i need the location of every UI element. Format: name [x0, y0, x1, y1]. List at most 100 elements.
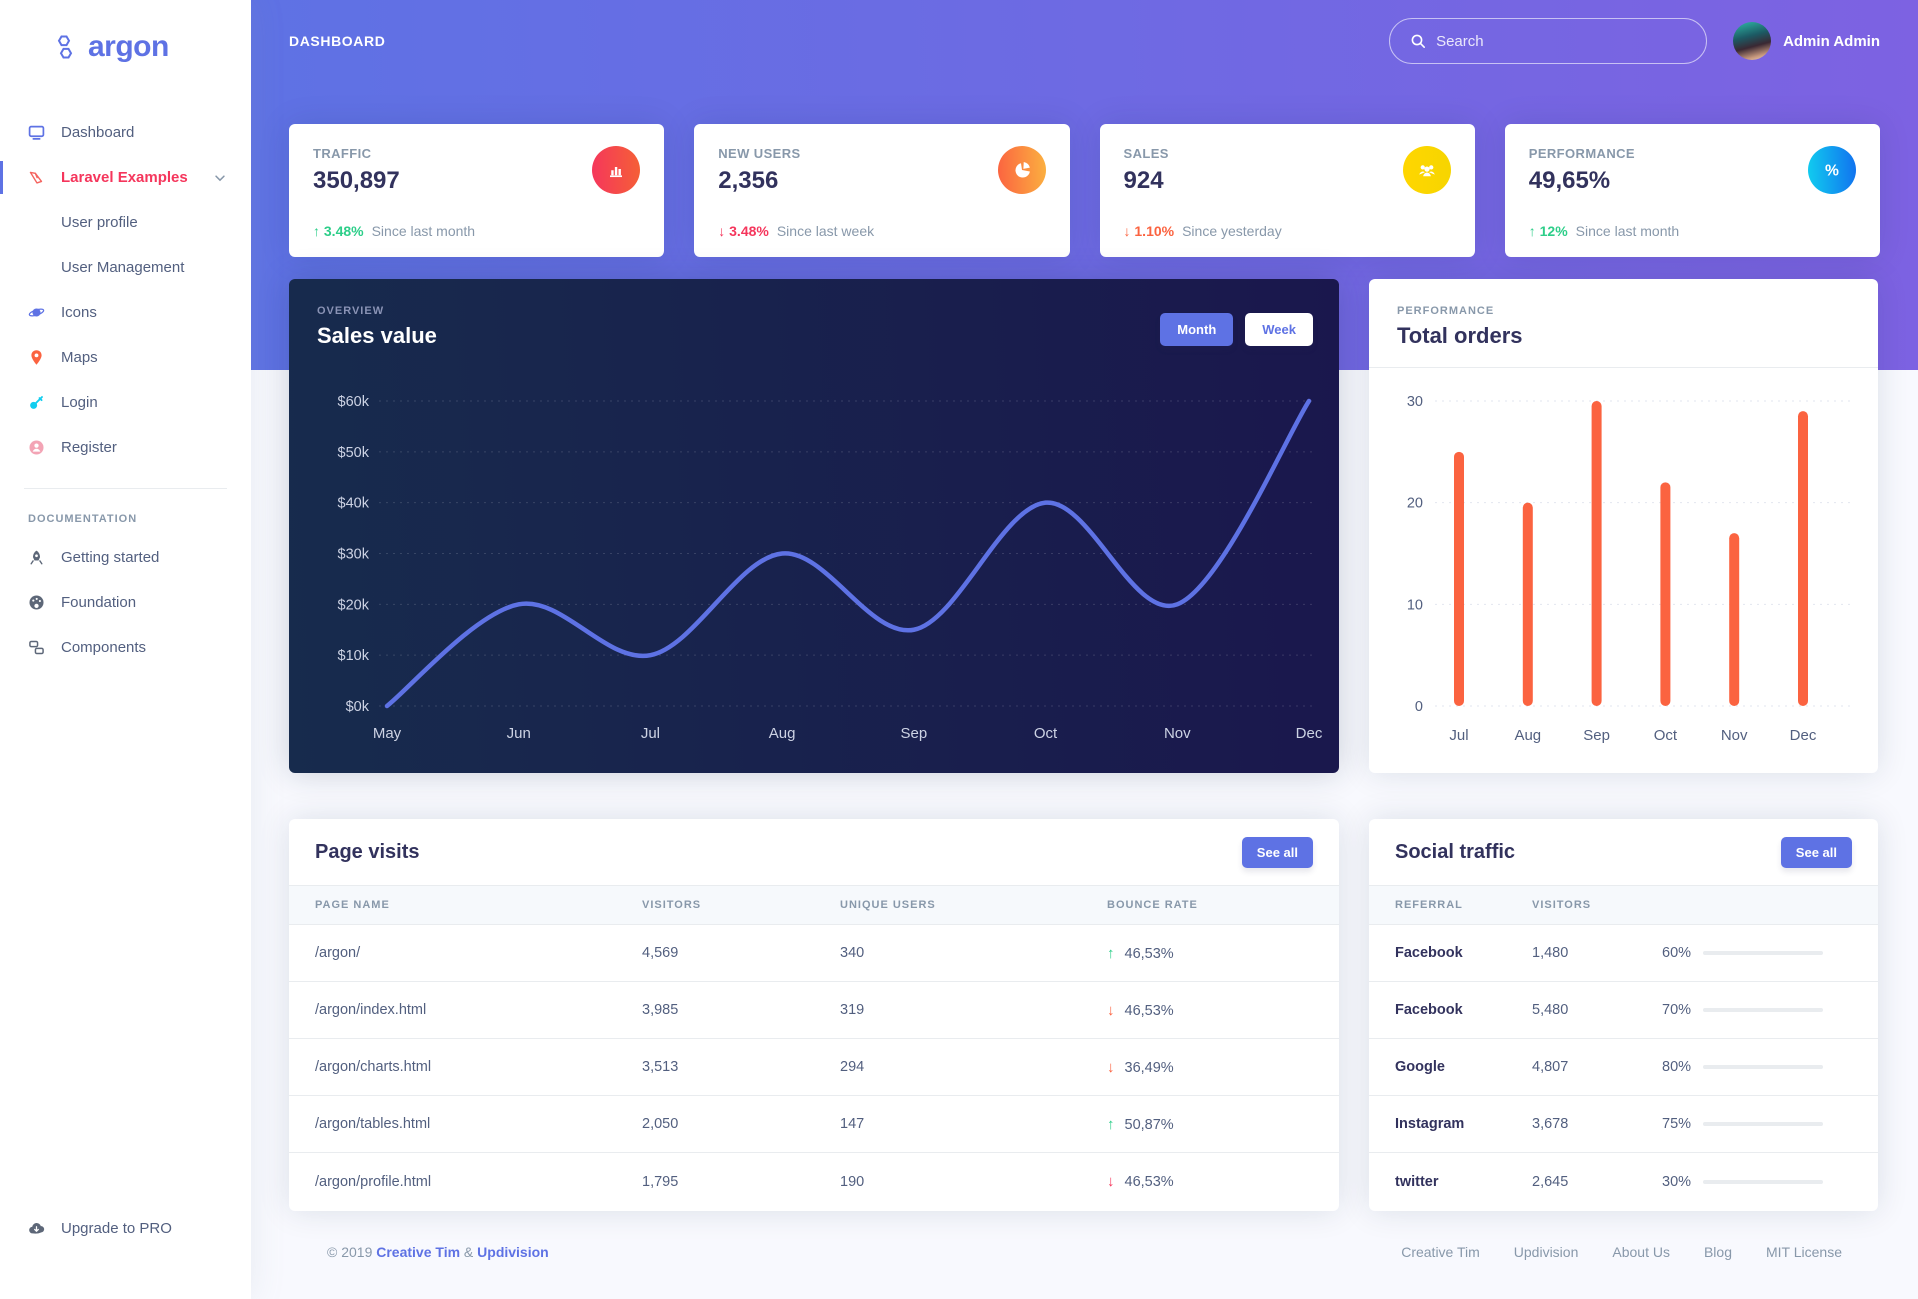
- stat-card-title: TRAFFIC: [313, 146, 372, 161]
- sidebar-item-maps[interactable]: Maps: [0, 335, 251, 380]
- footer-link-creative-tim[interactable]: Creative Tim: [1401, 1244, 1480, 1260]
- svg-text:$0k: $0k: [346, 699, 370, 715]
- referral-cell: twitter: [1395, 1173, 1439, 1190]
- table-row[interactable]: /argon/charts.html 3,513 294 ↓ 36,49%: [289, 1039, 1339, 1096]
- visitors-cell: 2,645: [1532, 1173, 1569, 1190]
- svg-text:Aug: Aug: [769, 725, 796, 742]
- bounce-rate-cell: ↓ 46,53%: [1107, 1002, 1313, 1019]
- components-icon: [28, 639, 45, 656]
- sidebar-item-upgrade-to-pro[interactable]: Upgrade to PRO: [0, 1206, 251, 1251]
- sidebar-item-login[interactable]: Login: [0, 380, 251, 425]
- footer-creative-tim-link[interactable]: Creative Tim: [376, 1244, 461, 1260]
- page-name-cell: /argon/charts.html: [315, 1059, 432, 1075]
- svg-text:$10k: $10k: [338, 648, 370, 664]
- stat-card-note: Since yesterday: [1182, 223, 1282, 239]
- svg-text:10: 10: [1407, 597, 1423, 613]
- search-input[interactable]: [1436, 32, 1687, 50]
- sales-value-card: OVERVIEW Sales value Month Week $0k $10k $…: [289, 279, 1339, 773]
- week-button[interactable]: Week: [1245, 313, 1313, 346]
- completion-cell: 80%: [1662, 1059, 1852, 1075]
- stat-card-note: Since last month: [1575, 223, 1680, 239]
- users-icon: [1402, 146, 1451, 194]
- topbar-right: Admin Admin: [1389, 18, 1880, 64]
- stat-card-title: NEW USERS: [718, 146, 801, 161]
- social-traffic-see-all-button[interactable]: See all: [1780, 836, 1852, 868]
- month-button[interactable]: Month: [1160, 313, 1234, 346]
- stat-card-value: 350,897: [313, 167, 400, 194]
- svg-text:Dec: Dec: [1790, 727, 1817, 744]
- table-row[interactable]: /argon/4,569 340 ↑ 46,53%: [289, 925, 1339, 982]
- topbar: DASHBOARD Admin Admin: [289, 0, 1880, 82]
- footer-link-about-us[interactable]: About Us: [1612, 1244, 1670, 1260]
- table-row[interactable]: /argon/profile.html 1,795 190 ↓ 46,53%: [289, 1153, 1339, 1210]
- sales-value-eyebrow: OVERVIEW: [317, 305, 385, 317]
- sidebar-item-user-profile[interactable]: User profile: [0, 200, 251, 245]
- svg-text:$20k: $20k: [338, 597, 370, 613]
- sidebar-item-laravel-examples[interactable]: Laravel Examples: [0, 155, 251, 200]
- svg-text:Oct: Oct: [1654, 727, 1678, 744]
- stat-card-performance: PERFORMANCE 49,65%% ↑ 12% Since last month: [1504, 124, 1880, 257]
- stat-card-delta: ↓ 1.10% Since yesterday: [1124, 223, 1282, 239]
- bounce-rate-cell: ↓ 46,53%: [1107, 1173, 1313, 1190]
- svg-text:Aug: Aug: [1514, 727, 1541, 744]
- stat-card-delta: ↓ 3.48% Since last week: [718, 223, 874, 239]
- table-row[interactable]: Google 4,807 80%: [1369, 1039, 1878, 1096]
- table-row[interactable]: twitter 2,645 30%: [1369, 1153, 1878, 1210]
- stat-card-note: Since last week: [776, 223, 875, 239]
- page-visits-card: Page visits See all PAGE NAME VISITORS U…: [289, 819, 1339, 1211]
- arrow-up-icon: ↑: [1107, 944, 1115, 962]
- table-row[interactable]: Facebook 1,480 60%: [1369, 925, 1878, 982]
- visitors-cell: 5,480: [1532, 1002, 1569, 1018]
- sidebar-item-user-management[interactable]: User Management: [0, 245, 251, 290]
- svg-text:Jun: Jun: [507, 725, 531, 742]
- table-row[interactable]: Facebook 5,480 70%: [1369, 982, 1878, 1039]
- sidebar-item-label: User profile: [61, 214, 138, 231]
- arrow-down-icon: ↓: [1107, 1001, 1115, 1019]
- sidebar-item-register[interactable]: Register: [0, 425, 251, 470]
- bounce-rate-value: 46,53%: [1124, 1174, 1174, 1190]
- bounce-rate-cell: ↑ 50,87%: [1107, 1116, 1313, 1133]
- column-header: PAGE NAME: [315, 899, 390, 911]
- social-traffic-columns: REFERRAL VISITORS: [1369, 885, 1878, 925]
- referral-cell: Facebook: [1395, 1002, 1463, 1018]
- unique-users-cell: 294: [840, 1059, 865, 1075]
- column-header: VISITORS: [642, 899, 702, 911]
- sidebar-item-label: Register: [61, 439, 117, 456]
- brand-logo[interactable]: argon: [0, 22, 251, 82]
- chevron-down-icon: [213, 171, 227, 185]
- rocket-icon: [28, 549, 45, 566]
- sidebar-item-dashboard[interactable]: Dashboard: [0, 110, 251, 155]
- user-name: Admin Admin: [1783, 32, 1880, 50]
- column-header: UNIQUE USERS: [840, 899, 936, 911]
- table-row[interactable]: Instagram 3,678 75%: [1369, 1096, 1878, 1153]
- visitors-cell: 2,050: [642, 1116, 679, 1132]
- tables-row: Page visits See all PAGE NAME VISITORS U…: [289, 819, 1880, 1211]
- sidebar-menu: Dashboard Laravel Examples User profile Use…: [0, 110, 251, 470]
- sidebar-item-components[interactable]: Components: [0, 625, 251, 670]
- footer: © 2019 Creative Tim & Updivision Creativ…: [289, 1244, 1880, 1260]
- page-visits-rows: /argon/4,569 340 ↑ 46,53% /argon/index.html 3…: [289, 925, 1339, 1210]
- footer-link-updivision[interactable]: Updivision: [1513, 1244, 1579, 1260]
- stat-card-title: SALES: [1123, 146, 1169, 161]
- sidebar-item-getting-started[interactable]: Getting started: [0, 535, 251, 580]
- footer-link-blog[interactable]: Blog: [1703, 1244, 1732, 1260]
- sidebar-item-icons[interactable]: Icons: [0, 290, 251, 335]
- page-title: DASHBOARD: [289, 33, 386, 49]
- sidebar-item-foundation[interactable]: Foundation: [0, 580, 251, 625]
- page-visits-see-all-button[interactable]: See all: [1241, 836, 1313, 868]
- unique-users-cell: 147: [840, 1116, 865, 1132]
- column-header: BOUNCE RATE: [1107, 899, 1198, 911]
- search-icon: [1410, 33, 1426, 49]
- sidebar-section-title: DOCUMENTATION: [28, 513, 138, 525]
- page-name-cell: /argon/profile.html: [315, 1173, 432, 1190]
- sidebar-item-label: Components: [61, 639, 147, 656]
- visitors-cell: 1,480: [1532, 945, 1569, 961]
- footer-updivision-link[interactable]: Updivision: [477, 1244, 549, 1260]
- svg-text:20: 20: [1407, 496, 1423, 512]
- table-row[interactable]: /argon/index.html 3,985 319 ↓ 46,53%: [289, 982, 1339, 1039]
- table-row[interactable]: /argon/tables.html 2,050 147 ↑ 50,87%: [289, 1096, 1339, 1153]
- footer-link-mit-license[interactable]: MIT License: [1766, 1244, 1842, 1260]
- total-orders-card: PERFORMANCE Total orders 30 20 10 0 Jul Aug Se…: [1369, 279, 1878, 773]
- user-menu[interactable]: Admin Admin: [1733, 22, 1880, 60]
- main-area: DASHBOARD Admin Admin: [251, 0, 1918, 1299]
